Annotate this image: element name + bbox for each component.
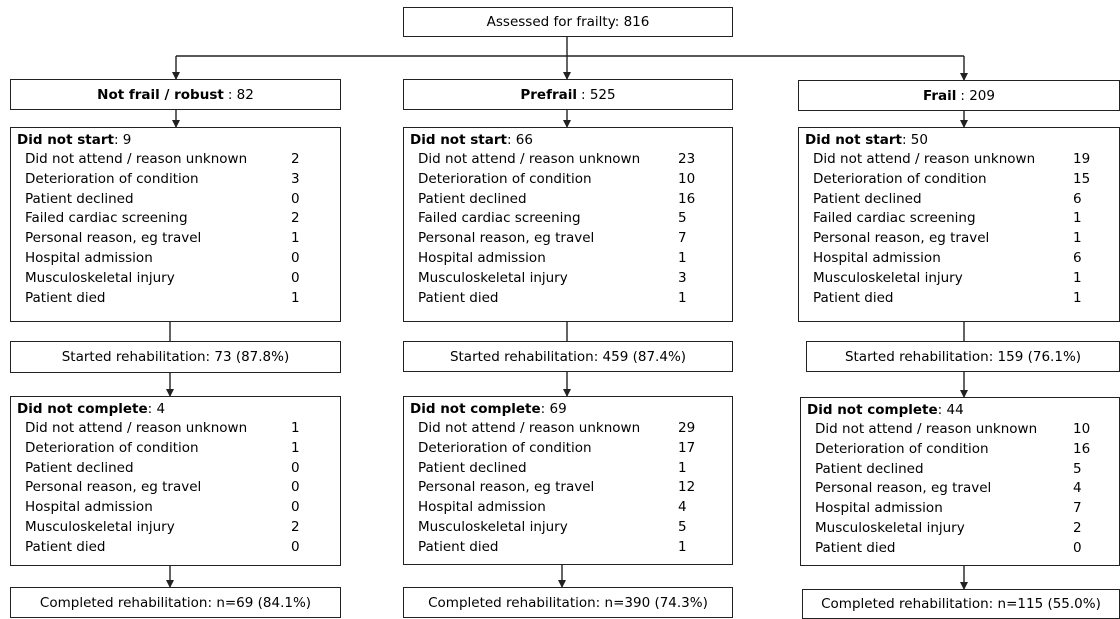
list-item: Hospital admission 7	[815, 500, 1082, 517]
prefrail-header-box: Prefrail: 525	[403, 79, 733, 110]
list-item: Did not attend / reason unknown 23	[418, 151, 696, 167]
list-item: Deterioration of condition 17	[418, 439, 696, 456]
did-not-complete-heading: Did not complete: 4	[17, 401, 166, 417]
list-item: Musculoskeletal injury 3	[418, 269, 687, 286]
list-item: Patient declined 16	[418, 190, 696, 207]
list-item: Deterioration of condition 15	[813, 170, 1091, 187]
prefrail-started-text: Started rehabilitation: 459 (87.4%)	[449, 348, 687, 365]
list-item: Patient died 0	[25, 538, 300, 555]
list-item: Patient declined 1	[418, 459, 687, 476]
frail-started-box: Started rehabilitation: 159 (76.1%)	[806, 341, 1120, 372]
robust-did-not-complete-box: Did not complete: 4 Did not attend / rea…	[10, 396, 341, 566]
frail-did-not-complete-box: Did not complete: 44 Did not attend / re…	[800, 397, 1120, 566]
list-item: Hospital admission 4	[418, 499, 687, 516]
list-item: Deterioration of condition 16	[815, 440, 1091, 457]
list-item: Patient died 1	[418, 289, 687, 306]
robust-completed-box: Completed rehabilitation: n=69 (84.1%)	[10, 587, 341, 618]
list-item: Patient declined 5	[815, 460, 1082, 477]
list-item: Did not attend / reason unknown 1	[25, 420, 300, 436]
list-item: Failed cardiac screening 5	[418, 210, 687, 227]
list-item: Did not attend / reason unknown 29	[418, 420, 696, 436]
list-item: Did not attend / reason unknown 10	[815, 421, 1091, 437]
robust-completed-text: Completed rehabilitation: n=69 (84.1%)	[39, 594, 312, 611]
robust-header-value: 82	[236, 86, 254, 103]
list-item: Personal reason, eg travel 1	[25, 230, 300, 247]
list-item: Failed cardiac screening 2	[25, 210, 300, 227]
list-item: Hospital admission 6	[813, 249, 1082, 266]
prefrail-header-value: 525	[589, 86, 616, 103]
robust-started-text: Started rehabilitation: 73 (87.8%)	[61, 349, 290, 365]
list-item: Patient declined 0	[25, 459, 300, 476]
prefrail-did-not-start-box: Did not start: 66 Did not attend / reaso…	[403, 127, 733, 322]
robust-started-box: Started rehabilitation: 73 (87.8%)	[10, 341, 341, 373]
list-item: Did not attend / reason unknown 19	[813, 151, 1091, 167]
robust-header-label: Not frail / robust	[97, 86, 224, 103]
list-item: Deterioration of condition 10	[418, 170, 696, 187]
list-item: Musculoskeletal injury 5	[418, 518, 687, 535]
list-item: Patient died 1	[813, 289, 1082, 306]
did-not-complete-heading: Did not complete: 44	[807, 402, 964, 418]
frail-header-value: 209	[969, 87, 995, 104]
did-not-complete-heading: Did not complete: 69	[410, 401, 567, 417]
list-item: Hospital admission 0	[25, 499, 300, 516]
frail-completed-box: Completed rehabilitation: n=115 (55.0%)	[802, 589, 1120, 619]
list-item: Personal reason, eg travel 0	[25, 479, 300, 496]
list-item: Hospital admission 1	[418, 249, 687, 266]
list-item: Musculoskeletal injury 2	[815, 519, 1082, 536]
prefrail-started-box: Started rehabilitation: 459 (87.4%)	[403, 341, 733, 372]
list-item: Patient declined 0	[25, 190, 300, 207]
list-item: Personal reason, eg travel 12	[418, 479, 696, 496]
list-item: Musculoskeletal injury 2	[25, 518, 300, 535]
prefrail-header-label: Prefrail	[520, 86, 577, 103]
list-item: Did not attend / reason unknown 2	[25, 151, 300, 167]
prefrail-completed-box: Completed rehabilitation: n=390 (74.3%)	[403, 587, 733, 618]
list-item: Deterioration of condition 3	[25, 170, 300, 187]
list-item: Personal reason, eg travel 7	[418, 230, 687, 247]
list-item: Failed cardiac screening 1	[813, 210, 1082, 227]
did-not-start-heading: Did not start: 9	[17, 132, 132, 148]
list-item: Personal reason, eg travel 1	[813, 230, 1082, 247]
assessed-value: 816	[623, 14, 650, 30]
list-item: Personal reason, eg travel 4	[815, 480, 1082, 497]
list-item: Patient died 0	[815, 539, 1082, 556]
prefrail-completed-text: Completed rehabilitation: n=390 (74.3%)	[428, 594, 708, 611]
list-item: Patient died 1	[25, 289, 300, 306]
list-item: Deterioration of condition 1	[25, 439, 300, 456]
list-item: Hospital admission 0	[25, 249, 300, 266]
list-item: Musculoskeletal injury 1	[813, 269, 1082, 286]
frail-did-not-start-box: Did not start: 50 Did not attend / reaso…	[798, 127, 1120, 322]
prefrail-did-not-complete-box: Did not complete: 69 Did not attend / re…	[403, 396, 733, 565]
frail-completed-text: Completed rehabilitation: n=115 (55.0%)	[821, 596, 1101, 612]
did-not-start-heading: Did not start: 66	[410, 132, 533, 148]
did-not-start-heading: Did not start: 50	[805, 132, 928, 148]
list-item: Patient died 1	[418, 538, 687, 555]
frail-header-box: Frail: 209	[798, 80, 1120, 111]
robust-header-box: Not frail / robust: 82	[10, 79, 341, 110]
assessed-box: Assessed for frailty: 816	[403, 7, 733, 37]
list-item: Patient declined 6	[813, 190, 1082, 207]
robust-did-not-start-box: Did not start: 9 Did not attend / reason…	[10, 127, 341, 322]
frail-started-text: Started rehabilitation: 159 (76.1%)	[844, 348, 1082, 365]
frail-header-label: Frail	[922, 87, 957, 104]
list-item: Musculoskeletal injury 0	[25, 269, 300, 286]
assessed-label: Assessed for frailty:	[486, 14, 620, 30]
